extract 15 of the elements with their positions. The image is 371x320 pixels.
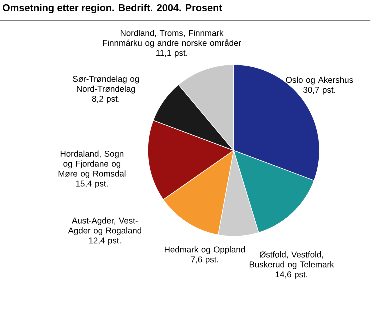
slice-label: Oslo og Akershus — [286, 76, 354, 85]
slice-label: Hedmark og Oppland — [165, 246, 246, 254]
data-label: 11,1 pst. — [156, 50, 188, 58]
slice-label: Hordaland, Sogn og Fjordane og Møre og Romsdal — [58, 150, 126, 178]
slice-label: Sør-Trøndelag og Nord-Trøndelag — [73, 76, 140, 94]
slice-label: Nordland, Troms, Finnmark Finnmárku og andre norske områder — [103, 30, 242, 48]
data-label: 30,7 pst. — [304, 86, 336, 95]
data-label: 12,4 pst. — [89, 238, 121, 246]
data-label: 15,4 pst. — [76, 180, 108, 188]
slice-label: Aust-Agder, Vest-Agder og Rogaland — [68, 217, 142, 236]
data-label: 8,2 pst. — [92, 96, 120, 104]
data-label: 7,6 pst. — [191, 256, 218, 264]
data-label: 14,6 pst. — [276, 272, 308, 280]
chart-title: Omsetning etter region. Bedrift. 2004. Prosent — [3, 4, 222, 14]
slice-label: Østfold, Vestfold, Buskerud og Telemark — [250, 251, 334, 270]
